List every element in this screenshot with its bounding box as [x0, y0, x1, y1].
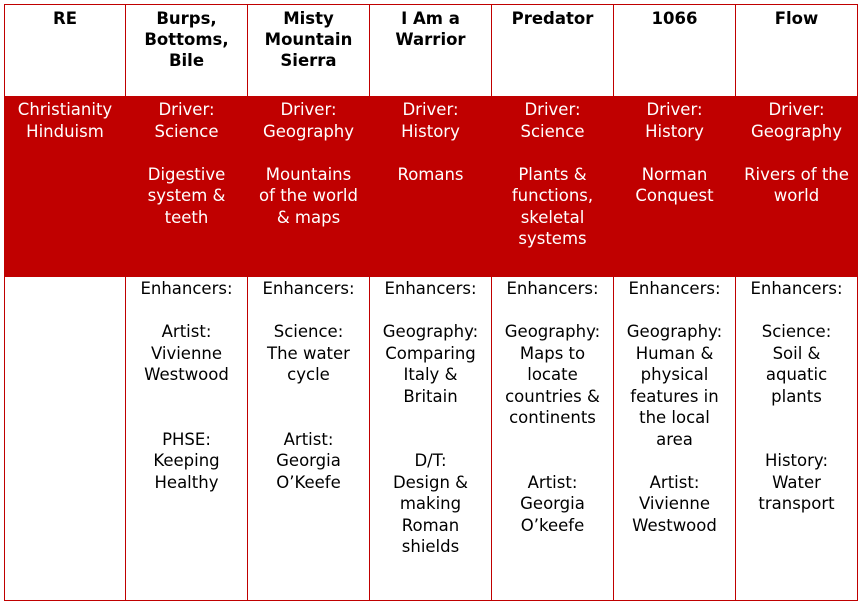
header-c5-text: 1066 [651, 9, 698, 28]
enhancer-first: Science: Soil & aquatic plants [761, 322, 832, 406]
header-predator: Predator [491, 4, 614, 97]
driver-label: Driver: History [645, 100, 704, 141]
enhancer-cell-c5: Enhancers: Geography: Human & physical f… [613, 276, 736, 601]
header-c2-text: Misty Mountain Sierra [264, 9, 353, 70]
enhancer-second: Artist: Vivienne Westwood [632, 472, 717, 535]
enhancer-first: Geography: Comparing Italy & Britain [382, 322, 479, 406]
enhancer-first: Artist: Vivienne Westwood [144, 322, 229, 384]
enhancers-label: Enhancers: [140, 279, 233, 298]
driver-topic: Digestive system & teeth [147, 164, 226, 227]
driver-label: Driver: Science [154, 100, 219, 141]
driver-cell-c4: Driver: Science Plants & functions, skel… [491, 96, 614, 277]
header-c6-text: Flow [774, 9, 819, 28]
driver-cell-c3: Driver: History Romans [369, 96, 492, 277]
driver-topic: Plants & functions, skeletal systems [511, 164, 594, 249]
driver-cell-re: Christianity Hinduism [4, 96, 126, 277]
enhancers-label: Enhancers: [750, 279, 843, 298]
enhancer-cell-c4: Enhancers: Geography: Maps to locate cou… [491, 276, 614, 601]
enhancer-first: Science: The water cycle [267, 322, 350, 384]
header-burps-bottoms-bile: Burps, Bottoms, Bile [125, 4, 248, 97]
header-c1-text: Burps, Bottoms, Bile [144, 9, 229, 70]
driver-label: Driver: Science [520, 100, 585, 141]
header-re: RE [4, 4, 126, 97]
driver-topic: Romans [397, 164, 464, 184]
header-row: RE Burps, Bottoms, Bile Misty Mountain S… [4, 4, 858, 97]
enhancer-cell-re [4, 276, 126, 601]
enhancer-second: Artist: Georgia O’keefe [520, 472, 585, 535]
enhancer-first: Geography: Human & physical features in … [626, 322, 723, 449]
enhancer-cell-c1: Enhancers: Artist: Vivienne Westwood PHS… [125, 276, 248, 601]
enhancer-second: D/T: Design & making Roman shields [392, 451, 469, 556]
re-subjects: Christianity Hinduism [17, 100, 113, 141]
driver-topic: Norman Conquest [635, 164, 714, 206]
enhancer-cell-c6: Enhancers: Science: Soil & aquatic plant… [735, 276, 858, 601]
enhancers-label: Enhancers: [262, 279, 355, 298]
enhancer-second: PHSE: Keeping Healthy [153, 429, 220, 492]
header-misty-mountain-sierra: Misty Mountain Sierra [247, 4, 370, 97]
driver-label: Driver: Geography [262, 100, 355, 141]
header-c3-text: I Am a Warrior [395, 9, 466, 49]
enhancers-label: Enhancers: [506, 279, 599, 298]
enhancer-row: Enhancers: Artist: Vivienne Westwood PHS… [4, 276, 858, 601]
enhancer-second: Artist: Georgia O’Keefe [276, 429, 341, 492]
enhancers-label: Enhancers: [628, 279, 721, 298]
driver-topic: Mountains of the world & maps [259, 164, 358, 227]
enhancer-cell-c2: Enhancers: Science: The water cycle Arti… [247, 276, 370, 601]
driver-cell-c2: Driver: Geography Mountains of the world… [247, 96, 370, 277]
driver-label: Driver: Geography [750, 100, 843, 141]
driver-cell-c1: Driver: Science Digestive system & teeth [125, 96, 248, 277]
enhancer-second: History: Water transport [758, 451, 835, 513]
enhancers-label: Enhancers: [384, 279, 477, 298]
driver-cell-c6: Driver: Geography Rivers of the world [735, 96, 858, 277]
driver-cell-c5: Driver: History Norman Conquest [613, 96, 736, 277]
header-1066: 1066 [613, 4, 736, 97]
header-re-text: RE [53, 9, 77, 28]
driver-topic: Rivers of the world [744, 164, 849, 206]
header-i-am-a-warrior: I Am a Warrior [369, 4, 492, 97]
curriculum-table: RE Burps, Bottoms, Bile Misty Mountain S… [4, 4, 858, 601]
driver-row: Christianity Hinduism Driver: Science Di… [4, 96, 858, 277]
header-flow: Flow [735, 4, 858, 97]
enhancer-first: Geography: Maps to locate countries & co… [504, 322, 601, 427]
driver-label: Driver: History [401, 100, 460, 141]
header-c4-text: Predator [511, 9, 594, 28]
enhancer-cell-c3: Enhancers: Geography: Comparing Italy & … [369, 276, 492, 601]
